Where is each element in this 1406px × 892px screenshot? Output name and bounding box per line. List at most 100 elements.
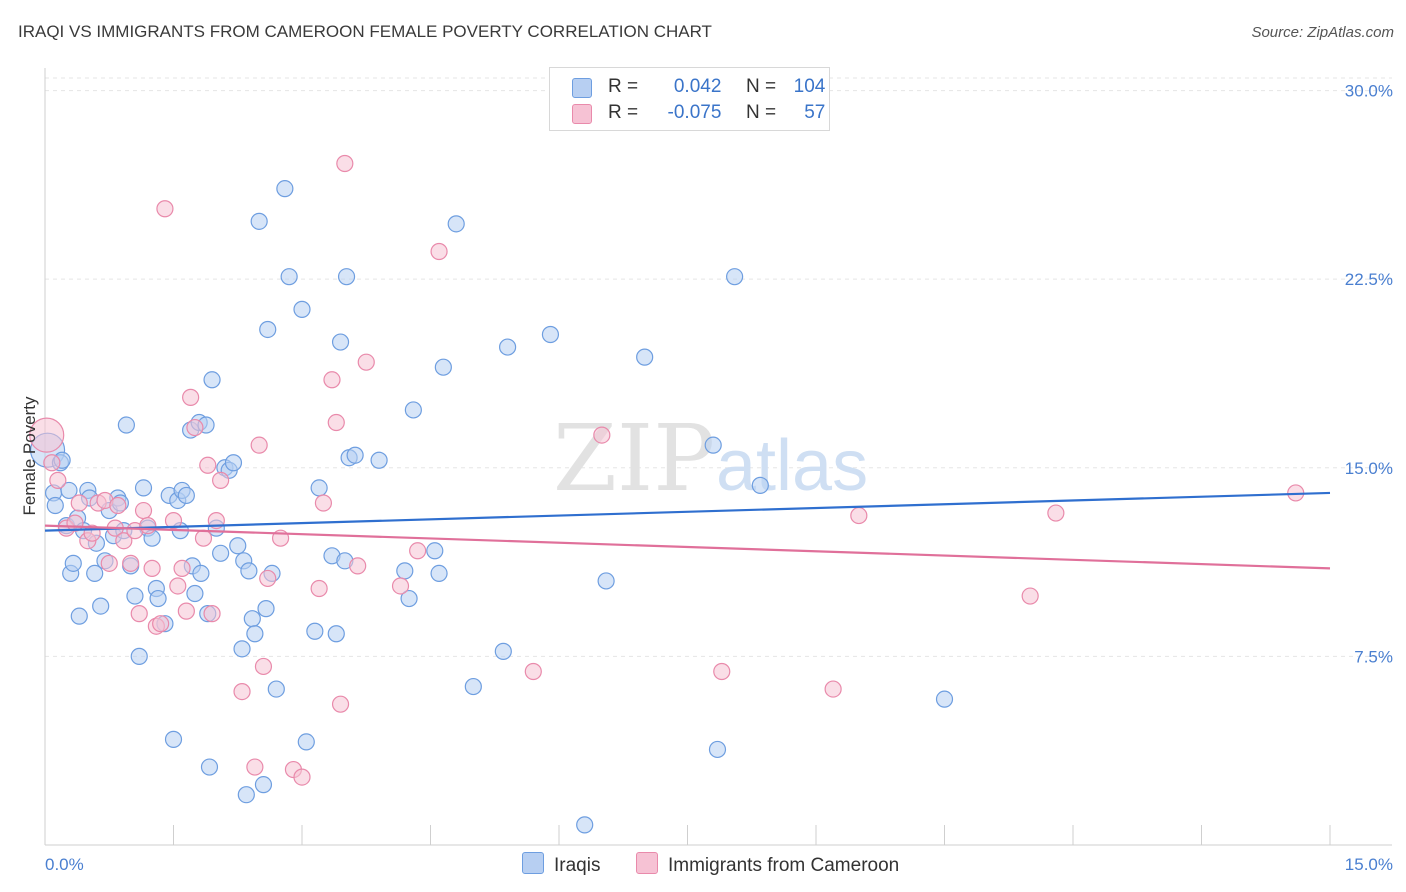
- cameroon-point: [246, 758, 264, 776]
- cameroon-point: [409, 542, 427, 560]
- iraqis-point: [306, 622, 324, 640]
- cameroon-point: [130, 605, 148, 623]
- iraqis-point: [346, 446, 364, 464]
- x-tick-label: 15.0%: [1345, 855, 1393, 874]
- iraqis-point: [297, 733, 315, 751]
- iraqis-point: [396, 562, 414, 580]
- iraqis-point: [499, 338, 517, 356]
- cameroon-point: [824, 680, 842, 698]
- iraqis-point: [186, 584, 204, 603]
- cameroon-point: [430, 242, 448, 261]
- bottom-legend-swatch-pink: [636, 852, 658, 874]
- iraqis-point: [117, 416, 135, 434]
- cameroon-point: [327, 413, 345, 432]
- iraqis-point: [404, 401, 422, 419]
- iraqis-point: [447, 215, 465, 233]
- source-label: Source: ZipAtlas.com: [1251, 24, 1394, 41]
- iraqis-point: [177, 486, 195, 505]
- x-tick-label: 0.0%: [45, 855, 84, 874]
- bottom-legend-label-cameroon: Immigrants from Cameroon: [668, 855, 900, 876]
- cameroon-point: [233, 682, 251, 701]
- y-axis-label: Female Poverty: [20, 396, 39, 516]
- cameroon-point: [152, 615, 170, 633]
- legend-r-value: 0.042: [673, 76, 722, 97]
- cameroon-point: [713, 662, 731, 681]
- cameroon-point: [122, 554, 140, 572]
- iraqis-point: [726, 268, 744, 286]
- cameroon-point: [177, 602, 195, 620]
- legend-r-label: R =: [608, 102, 639, 123]
- iraqis-point: [259, 320, 277, 339]
- y-tick-label: 30.0%: [1345, 82, 1393, 101]
- y-tick-label: 7.5%: [1354, 647, 1393, 666]
- legend-n-label: N =: [745, 102, 777, 123]
- iraqis-point: [280, 268, 298, 286]
- bottom-legend-iraqis: Iraqis: [522, 852, 600, 877]
- iraqis-point: [636, 348, 654, 366]
- iraqis-point: [426, 542, 444, 560]
- iraqis-point: [203, 371, 221, 389]
- cameroon-point: [357, 353, 375, 371]
- iraqis-point: [464, 677, 482, 696]
- cameroon-point: [254, 657, 273, 676]
- cameroon-point: [310, 579, 328, 598]
- cameroon-point: [314, 494, 333, 512]
- iraqis-point: [331, 333, 350, 351]
- bottom-legend-swatch-blue: [522, 852, 544, 874]
- cameroon-point: [336, 154, 354, 173]
- iraqis-point: [200, 758, 219, 776]
- iraqis-trend-line: [44, 491, 1331, 532]
- iraqis-point: [212, 544, 230, 562]
- cameroon-point: [1047, 504, 1065, 522]
- axis-layer: 7.5% 15.0% 22.5% 30.0% 0.0% 15.0%: [44, 68, 1393, 874]
- legend-n-label: N =: [745, 76, 777, 97]
- iraqis-point: [224, 454, 243, 472]
- cameroon-point: [524, 662, 542, 681]
- cameroon-point: [109, 496, 127, 515]
- legend-swatch-blue: [572, 78, 592, 98]
- iraqis-point: [327, 625, 345, 643]
- iraqis-point: [293, 300, 311, 318]
- iraqis-point: [708, 740, 727, 759]
- cameroon-point: [391, 577, 410, 595]
- cameroon-point: [331, 695, 350, 713]
- cameroon-point: [349, 557, 367, 575]
- watermark-atlas: atlas: [716, 426, 868, 506]
- cameroon-point: [169, 577, 187, 595]
- iraqis-point: [237, 786, 255, 804]
- bottom-legend-cameroon: Immigrants from Cameroon: [636, 852, 899, 877]
- cameroon-trend-line: [44, 524, 1331, 570]
- iraqis-point: [126, 587, 144, 605]
- cameroon-point: [293, 768, 311, 786]
- iraqis-point: [233, 640, 251, 658]
- cameroon-point: [850, 506, 868, 525]
- iraqis-point: [243, 610, 261, 628]
- iraqis-point: [267, 680, 285, 698]
- iraqis-point: [310, 479, 328, 497]
- iraqis-point: [254, 776, 273, 794]
- cameroon-point: [115, 532, 133, 550]
- cameroon-point: [250, 436, 268, 454]
- watermark-zip: ZIP: [553, 405, 715, 512]
- iraqis-point: [576, 816, 594, 834]
- cameroon-point: [203, 605, 221, 623]
- cameroon-point: [156, 200, 174, 218]
- iraqis-point: [250, 212, 268, 230]
- iraqis-point: [935, 690, 954, 708]
- cameroon-point: [259, 569, 277, 588]
- legend-n-value: 104: [793, 76, 826, 97]
- cameroon-point: [212, 471, 230, 489]
- cameroon-point: [70, 494, 88, 512]
- cameroon-point: [164, 511, 183, 530]
- iraqis-point: [434, 358, 452, 376]
- cameroon-point: [1021, 587, 1039, 605]
- points-layer: [29, 154, 1305, 834]
- iraqis-point: [276, 180, 294, 198]
- iraqis-point: [92, 597, 110, 615]
- iraqis-point: [134, 479, 153, 497]
- cameroon-point: [43, 454, 61, 472]
- cameroon-point: [139, 517, 157, 535]
- iraqis-point: [130, 647, 148, 665]
- iraqis-point: [192, 564, 210, 583]
- cameroon-point: [49, 471, 67, 489]
